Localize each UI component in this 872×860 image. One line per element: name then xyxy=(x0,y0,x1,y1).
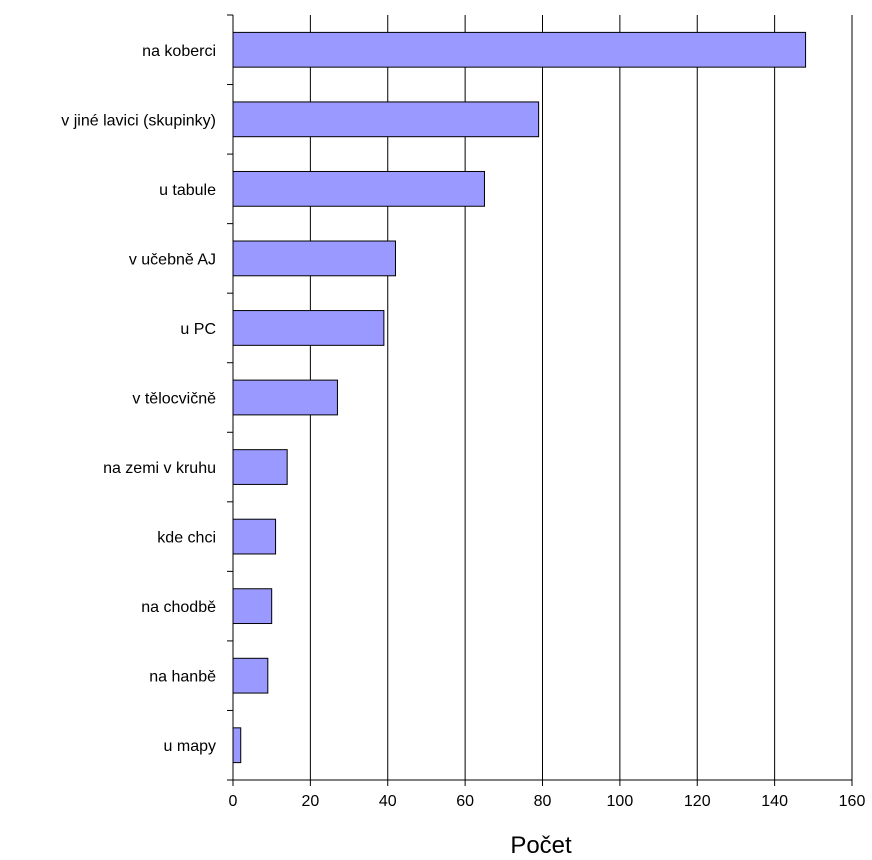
bar xyxy=(232,449,288,485)
x-tick-label: 20 xyxy=(301,793,319,810)
gridlines xyxy=(309,15,853,780)
bar xyxy=(232,379,338,416)
category-label: u tabule xyxy=(159,182,216,199)
category-label: na zemi v kruhu xyxy=(103,460,216,477)
x-tick-label: 40 xyxy=(379,793,397,810)
category-label: na chodbě xyxy=(141,599,216,616)
category-label: kde chci xyxy=(157,530,216,547)
category-label: na koberci xyxy=(142,43,216,60)
category-label: na hanbě xyxy=(149,669,216,686)
axes xyxy=(227,14,853,786)
bar xyxy=(232,170,485,207)
bar xyxy=(232,518,277,555)
bar xyxy=(232,101,540,138)
x-tick-label: 120 xyxy=(684,793,711,810)
x-tick-label: 160 xyxy=(839,793,866,810)
x-tick-label: 100 xyxy=(607,793,634,810)
bar xyxy=(232,727,242,764)
x-tick-label: 60 xyxy=(456,793,474,810)
x-tick-label: 0 xyxy=(229,793,238,810)
category-label: v jiné lavici (skupinky) xyxy=(61,112,216,129)
bar xyxy=(232,657,269,694)
bar xyxy=(232,31,807,68)
bar xyxy=(232,588,273,625)
bar xyxy=(232,240,396,277)
labels: 0 20 40 60 80 100 120 140 160 na koberci v jiné la… xyxy=(61,43,865,810)
x-tick-label: 140 xyxy=(761,793,788,810)
category-label: u PC xyxy=(180,321,216,338)
x-axis-title: Počet xyxy=(510,832,572,859)
bar xyxy=(232,310,385,346)
category-label: v učebně AJ xyxy=(129,251,216,268)
category-label: v tělocvičně xyxy=(132,391,216,408)
bars xyxy=(232,31,807,764)
x-tick-label: 80 xyxy=(534,793,552,810)
category-label: u mapy xyxy=(164,738,216,755)
